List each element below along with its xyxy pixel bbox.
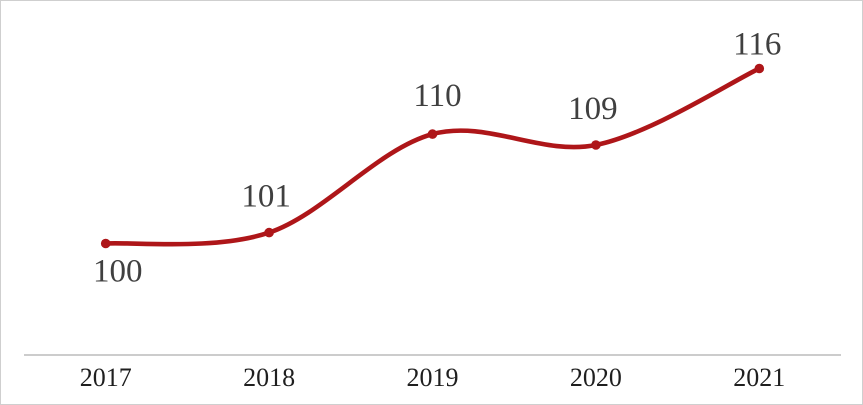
- data-point-label: 101: [241, 179, 291, 215]
- data-point-marker: [754, 63, 765, 74]
- data-point-marker: [264, 227, 274, 238]
- x-tick-label: 2019: [407, 363, 459, 392]
- data-point-marker: [100, 238, 111, 249]
- data-point-marker: [427, 129, 438, 139]
- x-tick-label: 2020: [570, 363, 622, 392]
- x-tick-label: 2018: [243, 363, 295, 392]
- x-tick-label: 2021: [733, 363, 785, 392]
- data-point-label: 109: [568, 91, 618, 127]
- data-point-label: 116: [733, 27, 781, 63]
- data-point-label: 100: [93, 254, 143, 290]
- x-tick-label: 2017: [80, 363, 132, 392]
- data-point-label: 110: [413, 78, 461, 114]
- data-point-marker: [591, 140, 601, 150]
